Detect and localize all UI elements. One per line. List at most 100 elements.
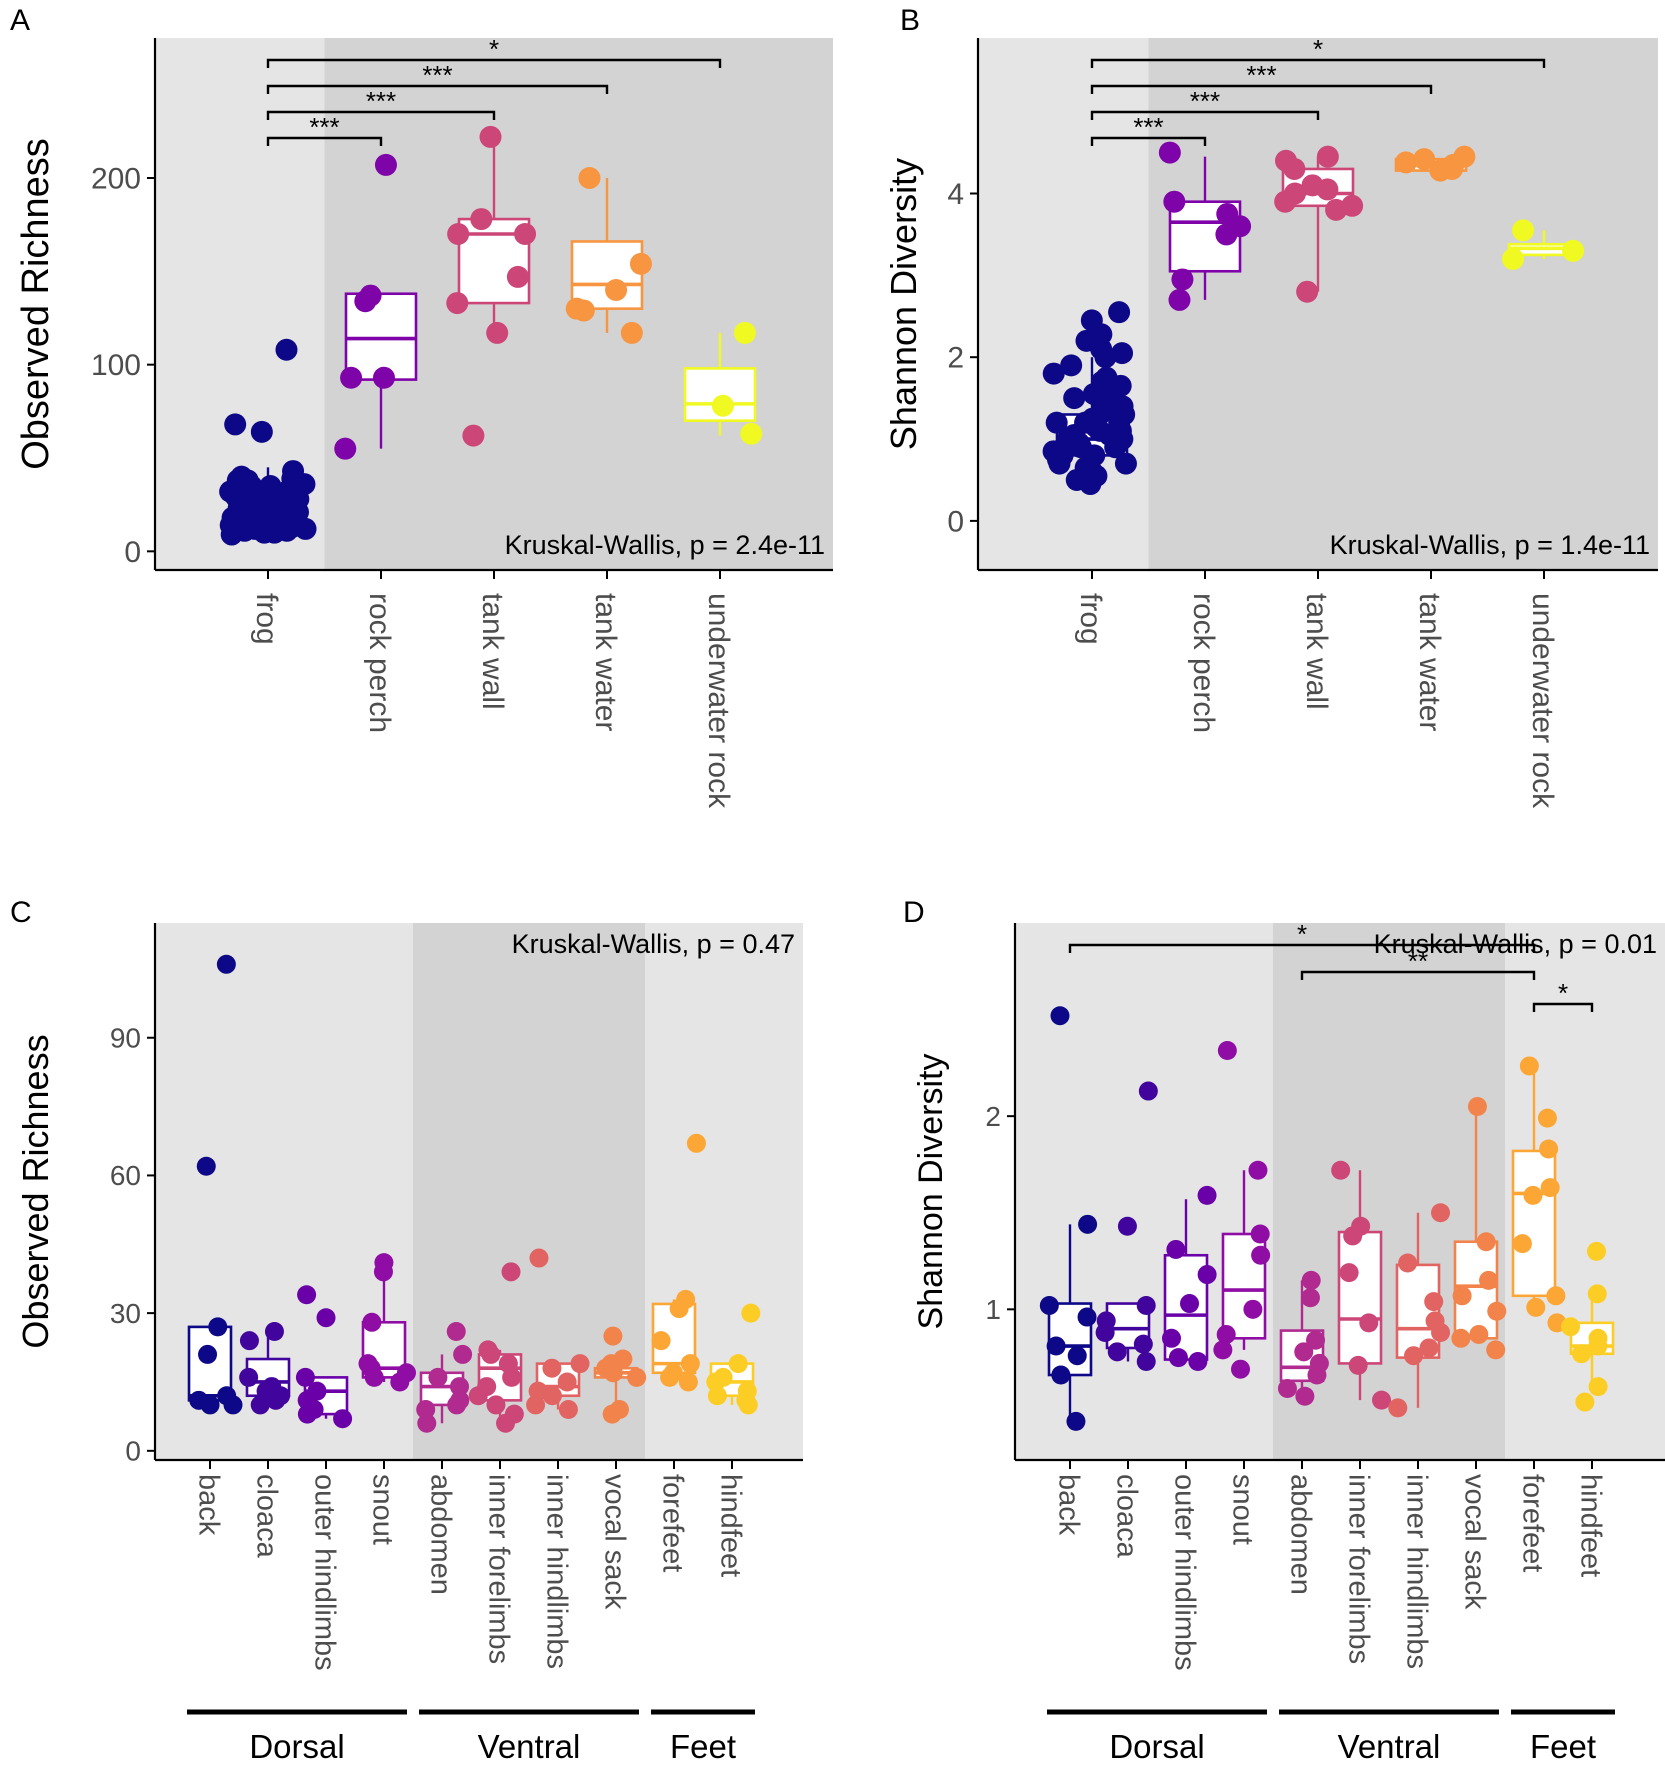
data-point [479, 125, 502, 148]
x-tick-label: cloaca [251, 1474, 283, 1559]
data-point [1467, 1097, 1487, 1117]
data-point [1136, 1351, 1156, 1371]
data-point [450, 1377, 470, 1397]
significance-label: *** [1133, 112, 1163, 142]
data-point [196, 1156, 216, 1176]
data-point [1404, 1346, 1424, 1366]
data-point [275, 338, 298, 361]
y-axis-label: Shannon Diversity [883, 158, 924, 450]
y-tick-label: 4 [947, 178, 964, 211]
data-point [428, 1367, 448, 1387]
data-point [1066, 1411, 1086, 1431]
y-tick-label: 30 [110, 1298, 141, 1329]
data-point [1295, 1386, 1315, 1406]
data-point [1587, 1241, 1607, 1261]
data-point [1300, 1288, 1320, 1308]
data-point [728, 1354, 748, 1374]
data-point [686, 1133, 706, 1153]
data-point [1316, 145, 1339, 168]
data-point [558, 1400, 578, 1420]
data-point [740, 422, 763, 445]
data-point [1540, 1178, 1560, 1198]
data-point [741, 1303, 761, 1323]
x-tick-label: rock perch [363, 593, 396, 733]
x-tick-label: abdomen [1285, 1474, 1317, 1595]
data-point [1088, 403, 1111, 426]
data-point [1512, 219, 1535, 242]
data-point [1486, 1340, 1506, 1360]
significance-bracket [1068, 943, 1536, 953]
data-point [1325, 198, 1348, 221]
data-point [1231, 1359, 1251, 1379]
x-tick-label: tank wall [1300, 593, 1333, 710]
x-tick-label: frog [250, 593, 283, 645]
data-point [1331, 1160, 1351, 1180]
data-point [1301, 1270, 1321, 1290]
data-point [1077, 1307, 1097, 1327]
data-point [1469, 1324, 1489, 1344]
box-body [1337, 1230, 1383, 1365]
x-tick-label: inner hindlimbs [1401, 1474, 1433, 1669]
data-point [603, 1326, 623, 1346]
x-tick-label: underwater rock [1526, 593, 1559, 809]
data-point [603, 1363, 623, 1383]
data-point [446, 1321, 466, 1341]
data-point [1587, 1284, 1607, 1304]
data-point [620, 321, 643, 344]
test-annotation: Kruskal-Wallis, p = 2.4e-11 [505, 530, 825, 560]
data-point [1107, 1342, 1127, 1362]
data-point [526, 1395, 546, 1415]
data-point [1526, 1297, 1546, 1317]
data-point [1394, 151, 1417, 174]
data-point [208, 1317, 228, 1337]
data-point [1216, 1324, 1236, 1344]
data-point [1546, 1286, 1566, 1306]
x-tick-label: inner forelimbs [1343, 1474, 1375, 1664]
x-tick-label: outer hindlimbs [1169, 1474, 1201, 1671]
data-point [542, 1358, 562, 1378]
significance-bracket [266, 84, 609, 94]
test-annotation: Kruskal-Wallis, p = 0.47 [512, 929, 795, 959]
significance-bracket [1090, 136, 1207, 146]
data-point [1523, 1185, 1543, 1205]
data-point [1079, 473, 1102, 496]
data-point [1476, 1232, 1496, 1252]
data-point [1063, 387, 1086, 410]
x-tick-label: outer hindlimbs [309, 1474, 341, 1671]
data-point [1163, 190, 1186, 213]
data-point [711, 394, 734, 417]
data-point [1419, 1338, 1439, 1358]
y-tick-label: 100 [91, 349, 141, 382]
group-label: Dorsal [1109, 1728, 1204, 1765]
data-point [239, 1331, 259, 1351]
x-tick-label: tank wall [476, 593, 509, 710]
data-point [1111, 342, 1134, 365]
data-point [1424, 1292, 1444, 1312]
x-tick-label: tank water [1413, 593, 1446, 731]
group-label: Dorsal [249, 1728, 344, 1765]
data-point [252, 516, 275, 539]
data-point [462, 424, 485, 447]
significance-bracket [266, 136, 383, 146]
data-point [446, 292, 469, 315]
y-tick-label: 2 [947, 342, 964, 375]
box-inner-forelimbs [1337, 1170, 1383, 1401]
data-point [542, 1386, 562, 1406]
data-point [223, 484, 246, 507]
data-point [557, 1372, 577, 1392]
data-point [1067, 432, 1090, 455]
data-point [506, 265, 529, 288]
data-point [602, 1404, 622, 1424]
data-point [1215, 223, 1238, 246]
data-point [678, 1372, 698, 1392]
data-point [481, 1344, 501, 1364]
significance-label: * [1313, 34, 1323, 64]
data-point [1479, 1270, 1499, 1290]
data-point [264, 1321, 284, 1341]
data-point [297, 1404, 317, 1424]
box-body [570, 240, 644, 310]
significance-label: * [1558, 978, 1568, 1008]
data-point [669, 1299, 689, 1319]
